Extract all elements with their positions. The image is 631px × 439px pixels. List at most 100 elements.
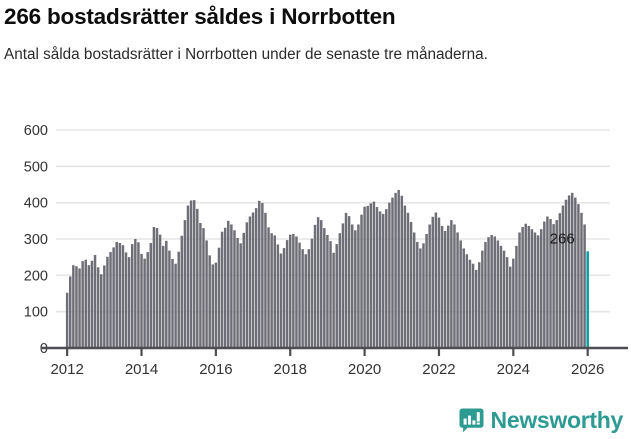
bar xyxy=(388,202,391,348)
bar xyxy=(295,236,298,348)
bar xyxy=(549,219,552,348)
x-axis-tick-label: 2026 xyxy=(571,361,604,378)
bar xyxy=(174,263,177,348)
x-axis-tick-label: 2024 xyxy=(497,361,530,378)
bar xyxy=(533,232,537,348)
bar xyxy=(130,244,134,348)
bar xyxy=(360,214,363,348)
bar xyxy=(338,233,342,348)
bar xyxy=(375,207,379,348)
brand-wordmark: Newsworthy xyxy=(490,407,624,433)
bar xyxy=(248,216,252,348)
bar xyxy=(363,206,366,348)
bar xyxy=(419,248,422,348)
bar xyxy=(366,205,369,348)
bar xyxy=(261,203,264,348)
bar xyxy=(208,255,211,348)
bar xyxy=(580,212,583,348)
bar xyxy=(428,224,431,348)
bar xyxy=(416,241,419,348)
chart-header: 266 bostadsrätter såldes i Norrbotten An… xyxy=(4,2,624,66)
bar xyxy=(192,200,196,348)
bar xyxy=(134,239,137,348)
bar xyxy=(183,220,187,348)
bar xyxy=(310,238,314,348)
y-axis-tick-label: 100 xyxy=(24,305,48,321)
bar xyxy=(161,245,165,348)
bar xyxy=(137,242,140,348)
bar xyxy=(546,216,549,348)
bar xyxy=(372,201,376,348)
bar xyxy=(558,213,562,348)
bar xyxy=(267,227,270,348)
bar xyxy=(484,241,487,348)
bar xyxy=(508,266,512,348)
bar xyxy=(385,209,388,348)
bar xyxy=(227,220,230,348)
page-title: 266 bostadsrätter såldes i Norrbotten xyxy=(4,4,396,29)
bar xyxy=(149,243,153,348)
x-axis-tick-label: 2016 xyxy=(199,361,232,378)
bar xyxy=(567,195,571,348)
bar xyxy=(93,254,97,348)
bar xyxy=(397,189,400,348)
bar xyxy=(515,245,518,348)
bar xyxy=(518,232,521,348)
bar xyxy=(456,232,459,348)
bar xyxy=(81,261,84,348)
bar xyxy=(412,232,416,348)
bar xyxy=(347,216,351,348)
bar xyxy=(118,243,122,348)
bar xyxy=(292,233,295,348)
bar xyxy=(354,230,357,348)
bar xyxy=(180,235,184,348)
bar xyxy=(307,249,311,348)
bar xyxy=(357,224,360,348)
bar xyxy=(251,212,255,348)
bar xyxy=(326,235,329,348)
bar xyxy=(570,192,574,348)
bar xyxy=(165,240,168,348)
bar xyxy=(341,223,345,348)
bar xyxy=(115,241,118,348)
bar xyxy=(168,250,171,348)
bar xyxy=(189,200,193,348)
bar xyxy=(425,233,428,348)
bar xyxy=(555,220,558,348)
bar xyxy=(493,236,496,348)
bar xyxy=(304,254,307,348)
bar xyxy=(75,266,78,348)
bar xyxy=(536,235,540,348)
bar xyxy=(462,248,465,348)
bar xyxy=(323,228,326,348)
bar xyxy=(505,257,509,348)
bar-chart-speech-bubble-icon xyxy=(459,408,484,433)
bar xyxy=(155,228,159,348)
bar xyxy=(211,264,215,348)
bar xyxy=(350,224,354,348)
bar xyxy=(214,262,218,348)
bar xyxy=(329,241,332,348)
bar xyxy=(391,197,394,348)
bar xyxy=(106,256,109,348)
bar xyxy=(316,217,320,348)
bar xyxy=(471,263,475,348)
bar xyxy=(230,224,233,348)
bar xyxy=(220,231,224,348)
bar xyxy=(431,216,435,348)
bar xyxy=(112,247,115,348)
bar xyxy=(158,234,162,348)
bar xyxy=(440,225,444,348)
bar xyxy=(140,253,143,348)
bar xyxy=(69,276,72,348)
bar xyxy=(434,212,438,348)
bar xyxy=(199,223,202,348)
x-axis-tick-label: 2018 xyxy=(274,361,307,378)
bar xyxy=(577,204,580,348)
bar xyxy=(205,240,208,348)
bar xyxy=(468,259,472,348)
bar xyxy=(223,227,227,348)
